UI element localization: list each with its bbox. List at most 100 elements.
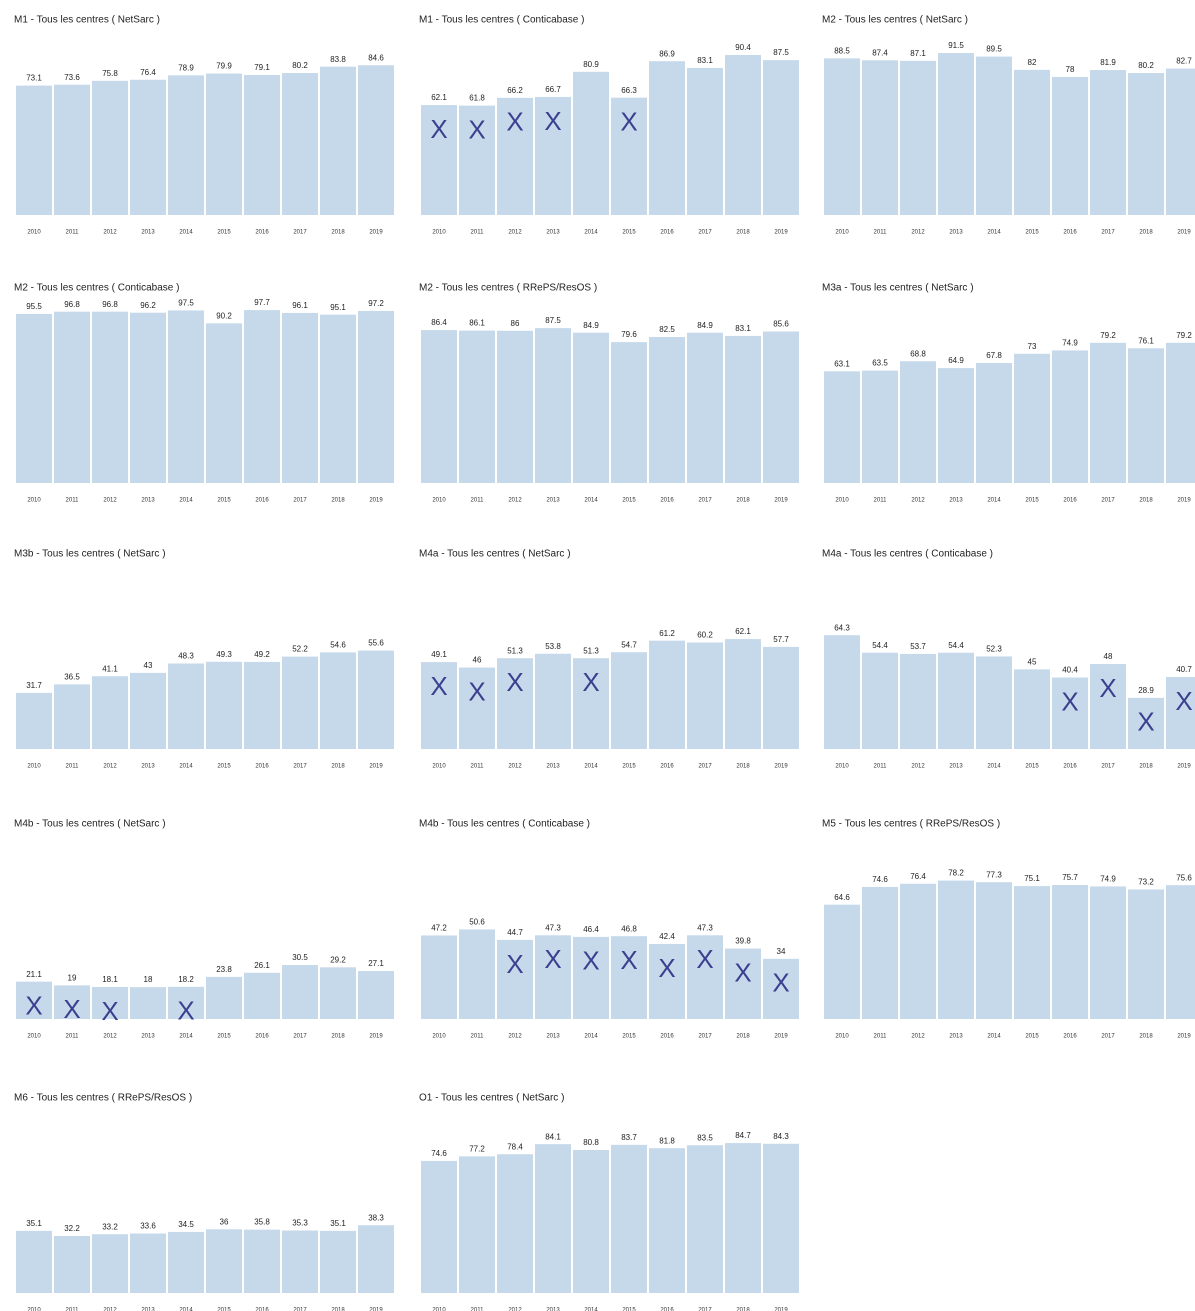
x-tick-label: 2015 <box>1025 1034 1039 1040</box>
bar <box>938 880 974 1019</box>
bar <box>421 935 457 1019</box>
bar <box>763 60 799 215</box>
bar <box>92 311 128 483</box>
x-tick-label: 2012 <box>508 498 522 504</box>
bar <box>1090 664 1126 749</box>
x-tick-label: 2013 <box>141 498 155 504</box>
x-tick-label: 2013 <box>546 498 560 504</box>
x-tick-label: 2019 <box>1177 764 1191 770</box>
bar <box>976 56 1012 216</box>
value-label: 52.3 <box>986 645 1002 654</box>
value-label: 18.2 <box>178 975 194 984</box>
x-tick-label: 2012 <box>911 498 925 504</box>
value-label: 68.8 <box>910 349 926 358</box>
bar <box>54 1236 90 1293</box>
value-label: 35.3 <box>292 1219 308 1228</box>
value-label: 73.6 <box>64 73 80 82</box>
value-label: 66.2 <box>507 86 523 95</box>
bar <box>687 67 723 216</box>
bar <box>573 658 609 749</box>
value-label: 83.5 <box>697 1133 713 1142</box>
x-tick-label: 2018 <box>331 1308 345 1311</box>
value-label: 54.4 <box>872 641 888 650</box>
bar <box>1090 886 1126 1019</box>
bar <box>459 929 495 1019</box>
value-label: 46.4 <box>583 925 599 934</box>
bar <box>1052 677 1088 749</box>
x-tick-label: 2016 <box>1063 1034 1077 1040</box>
bar <box>900 361 936 483</box>
x-tick-label: 2015 <box>1025 230 1039 236</box>
value-label: 64.3 <box>834 623 850 632</box>
bar <box>862 370 898 483</box>
value-label: 46.8 <box>621 924 637 933</box>
value-label: 84.9 <box>697 321 713 330</box>
x-tick-label: 2015 <box>1025 764 1039 770</box>
bar <box>421 330 457 483</box>
bar <box>1014 886 1050 1019</box>
value-label: 53.8 <box>545 642 561 651</box>
value-label: 86.4 <box>431 318 447 327</box>
bar <box>1166 885 1195 1019</box>
bar <box>535 935 571 1019</box>
bar <box>244 310 280 483</box>
x-tick-label: 2016 <box>660 1308 674 1311</box>
bar <box>16 313 52 483</box>
value-label: 40.4 <box>1062 666 1078 675</box>
value-label: 82.5 <box>659 325 675 334</box>
bar <box>1128 889 1164 1019</box>
bar <box>130 1233 166 1293</box>
x-tick-label: 2016 <box>255 1034 269 1040</box>
bar <box>320 66 356 215</box>
x-tick-label: 2018 <box>736 230 750 236</box>
x-tick-label: 2014 <box>584 230 598 236</box>
bar <box>976 882 1012 1019</box>
bar <box>763 646 799 749</box>
x-tick-label: 2013 <box>141 230 155 236</box>
chart-title: M2 - Tous les centres ( RRePS/ResOS ) <box>419 283 597 294</box>
x-tick-label: 2017 <box>698 1034 712 1040</box>
x-tick-label: 2012 <box>911 1034 925 1040</box>
chart-title: M1 - Tous les centres ( NetSarc ) <box>14 15 160 26</box>
value-label: 49.1 <box>431 650 447 659</box>
bar <box>282 73 318 216</box>
bar-marker: X <box>468 676 485 706</box>
bar-marker: X <box>430 671 447 701</box>
x-tick-label: 2014 <box>584 498 598 504</box>
bar <box>725 1143 761 1293</box>
value-label: 36 <box>220 1217 229 1226</box>
value-label: 34.5 <box>178 1220 194 1229</box>
bar <box>497 939 533 1019</box>
bar-marker: X <box>1175 686 1192 716</box>
value-label: 47.2 <box>431 924 447 933</box>
x-tick-label: 2010 <box>27 1034 41 1040</box>
chart-title: M3a - Tous les centres ( NetSarc ) <box>822 283 974 294</box>
bar <box>611 342 647 483</box>
bar <box>459 667 495 749</box>
bar-marker: X <box>506 107 523 137</box>
value-label: 73 <box>1028 342 1037 351</box>
x-tick-label: 2012 <box>103 764 117 770</box>
x-tick-label: 2012 <box>911 764 925 770</box>
bar <box>649 336 685 483</box>
x-tick-label: 2014 <box>179 1034 193 1040</box>
x-tick-label: 2011 <box>66 764 80 770</box>
x-tick-label: 2016 <box>660 764 674 770</box>
x-tick-label: 2017 <box>698 764 712 770</box>
bar-marker: X <box>506 949 523 979</box>
x-tick-label: 2015 <box>217 1034 231 1040</box>
x-tick-label: 2010 <box>432 1034 446 1040</box>
value-label: 73.1 <box>26 74 42 83</box>
value-label: 96.8 <box>102 300 118 309</box>
x-tick-label: 2018 <box>331 230 345 236</box>
bar <box>824 58 860 216</box>
bar <box>1014 353 1050 483</box>
value-label: 80.8 <box>583 1138 599 1147</box>
chart-title: M2 - Tous les centres ( Conticabase ) <box>14 283 179 294</box>
bar <box>459 330 495 483</box>
bar <box>130 672 166 749</box>
x-tick-label: 2013 <box>546 764 560 770</box>
value-label: 77.3 <box>986 870 1002 879</box>
bar <box>725 335 761 483</box>
